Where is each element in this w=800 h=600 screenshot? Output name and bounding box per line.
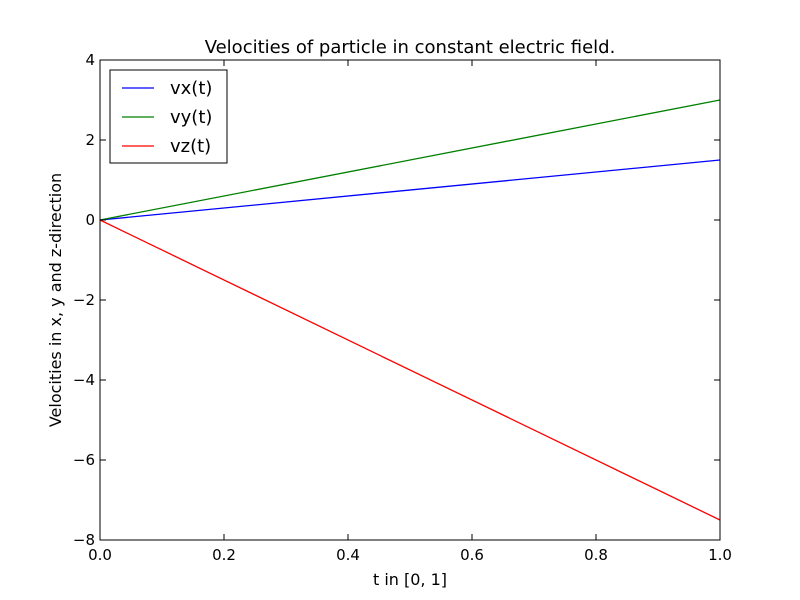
chart-title: Velocities of particle in constant elect… [205, 37, 616, 58]
series-line-0 [99, 159, 721, 221]
legend-label-1: vy(t) [170, 107, 212, 128]
x-tick-label: 0.6 [460, 546, 484, 564]
y-tick-label: 4 [85, 51, 95, 69]
series-layer [99, 99, 721, 521]
x-axis-label: t in [0, 1] [373, 570, 447, 589]
y-tick-label: 2 [85, 131, 95, 149]
x-tick-label: 0.2 [212, 546, 236, 564]
x-tick-label: 0.0 [88, 546, 112, 564]
y-tick-label: −8 [73, 531, 95, 549]
y-tick-label: −4 [73, 371, 95, 389]
x-tick-label: 0.4 [336, 546, 360, 564]
x-tick-label: 1.0 [708, 546, 732, 564]
legend-label-0: vx(t) [170, 78, 212, 99]
legend: vx(t) vy(t) vz(t) [109, 69, 228, 164]
x-tick-label: 0.8 [584, 546, 608, 564]
y-tick-label: 0 [85, 211, 95, 229]
y-tick-label: −6 [73, 451, 95, 469]
series-line-2 [99, 219, 721, 521]
legend-label-2: vz(t) [170, 136, 211, 157]
y-axis-label: Velocities in x, y and z-direction [46, 173, 65, 427]
series-line-1 [99, 99, 721, 221]
y-tick-label: −2 [73, 291, 95, 309]
ticks-layer: 0.0 0.2 0.4 0.6 0.8 1.0 −8 −6 −4 −2 0 2 4 [73, 51, 732, 564]
